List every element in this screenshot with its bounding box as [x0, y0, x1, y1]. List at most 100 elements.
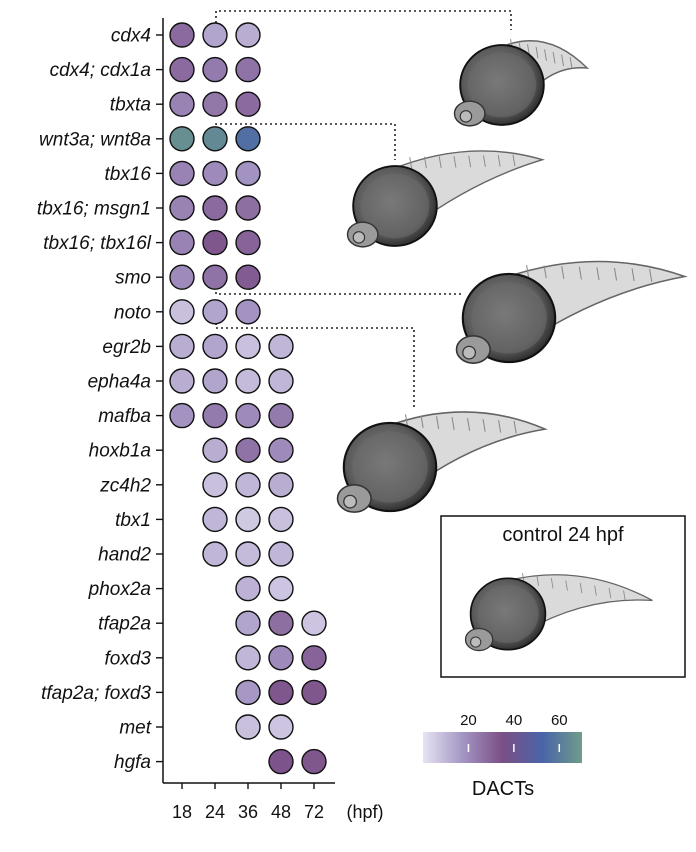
gene-label: met: [119, 718, 151, 739]
colorbar-tick-label: 20: [460, 712, 477, 729]
colorbar-gradient: [423, 732, 582, 763]
dot-hand2-36: [235, 541, 261, 567]
embryo-image-noto: [336, 411, 548, 513]
gene-label: smo: [115, 268, 151, 289]
dot-tbx16-36: [235, 160, 261, 187]
gene-label: tbx1: [115, 510, 151, 531]
gene-label: tfap2a; foxd3: [41, 683, 151, 704]
dot-tfap2a-72: [301, 610, 327, 636]
dot-cdx4-cdx1a-24: [202, 56, 228, 83]
dot-egr2b-36: [235, 333, 261, 360]
x-tick-label: 24: [205, 802, 225, 822]
dot-mafba-18: [169, 402, 195, 429]
dot-cdx4-cdx1a-18: [169, 56, 195, 83]
dot-epha4a-18: [169, 368, 195, 394]
gene-label: hoxb1a: [89, 441, 151, 462]
dot-cdx4-cdx1a-36: [235, 56, 261, 83]
dot-noto-36: [235, 299, 261, 325]
dot-tbx16-msgn1-36: [235, 195, 261, 221]
dot-tfap2a-foxd3-36: [235, 679, 261, 706]
connector-smo: [215, 282, 462, 295]
dot-cdx4-36: [235, 22, 261, 48]
embryo-image-control: [464, 573, 653, 652]
dot-noto-24: [202, 299, 228, 325]
x-axis-unit: (hpf): [346, 802, 383, 822]
dot-hoxb1a-24: [202, 437, 228, 463]
colorbar: 20 40 60 DACTs: [423, 712, 582, 800]
dot-mafba-36: [235, 402, 261, 429]
gene-label: cdx4; cdx1a: [50, 60, 151, 81]
dot-cdx4-24: [202, 22, 228, 48]
x-axis-labels: 18 24 36 48 72: [172, 783, 324, 822]
dot-smo-24: [202, 264, 228, 290]
dot-tbxta-36: [235, 91, 261, 117]
dot-cdx4-18: [169, 22, 195, 48]
dot-hand2-24: [202, 541, 228, 567]
dot-epha4a-36: [235, 368, 261, 394]
dot-foxd3-72: [301, 645, 327, 671]
colorbar-ticks: 20 40 60: [460, 712, 568, 752]
embryo-images: [336, 39, 688, 652]
dot-wnt3a-wnt8a-24: [202, 126, 228, 152]
dot-mafba-48: [268, 402, 294, 429]
dot-hgfa-48: [268, 748, 294, 775]
dot-tfap2a-foxd3-72: [301, 679, 327, 706]
dot-smo-18: [169, 264, 195, 290]
dot-foxd3-48: [268, 645, 294, 671]
gene-label: noto: [114, 302, 151, 323]
dot-tbx16-tbx16l-36: [235, 229, 261, 256]
dot-tfap2a-foxd3-48: [268, 679, 294, 706]
embryo-image-wnt3a: [346, 150, 545, 248]
dot-phox2a-48: [268, 575, 294, 602]
gene-label: epha4a: [88, 372, 151, 393]
gene-label: zc4h2: [99, 475, 151, 496]
dot-zc4h2-48: [268, 472, 294, 498]
connector-cdx4: [215, 10, 512, 30]
gene-label: tbxta: [110, 95, 151, 116]
axes: [162, 18, 335, 784]
dot-tbxta-24: [202, 91, 228, 117]
dot-tbx16-18: [169, 160, 195, 187]
gene-label: egr2b: [102, 337, 151, 358]
x-tick-label: 72: [304, 802, 324, 822]
gene-label: phox2a: [88, 579, 151, 600]
dot-tbx1-24: [202, 506, 228, 533]
dot-foxd3-36: [235, 645, 261, 671]
dot-zc4h2-36: [235, 472, 261, 498]
gene-label: tbx16; tbx16l: [43, 233, 152, 254]
dot-epha4a-48: [268, 368, 294, 394]
gene-label: tfap2a: [98, 614, 151, 635]
gene-label: foxd3: [105, 648, 152, 669]
gene-label: tbx16: [105, 164, 152, 185]
gene-label: hgfa: [114, 752, 151, 773]
dot-tfap2a-36: [235, 610, 261, 636]
dot-met-36: [235, 714, 261, 740]
control-label: control 24 hpf: [502, 524, 624, 546]
dot-egr2b-24: [202, 333, 228, 360]
dot-met-48: [268, 714, 294, 740]
dot-noto-18: [169, 299, 195, 325]
embryo-image-smo: [455, 260, 688, 364]
embryo-image-cdx4: [453, 39, 590, 127]
colorbar-tick-label: 60: [551, 712, 568, 729]
dot-hand2-48: [268, 541, 294, 567]
dot-tfap2a-48: [268, 610, 294, 636]
dot-tbx16-msgn1-24: [202, 195, 228, 221]
x-tick-label: 36: [238, 802, 258, 822]
x-tick-label: 48: [271, 802, 291, 822]
dot-marks: [169, 22, 327, 775]
dot-zc4h2-24: [202, 472, 228, 498]
dot-tbx1-48: [268, 506, 294, 533]
dot-hoxb1a-48: [268, 437, 294, 463]
dot-phox2a-36: [235, 575, 261, 602]
dot-tbx16-msgn1-18: [169, 195, 195, 221]
dot-mafba-24: [202, 402, 228, 429]
dot-tbx16-tbx16l-24: [202, 229, 228, 256]
dot-hgfa-72: [301, 748, 327, 775]
colorbar-tick-label: 40: [506, 712, 523, 729]
gene-label: mafba: [98, 406, 151, 427]
dot-epha4a-24: [202, 368, 228, 394]
dot-egr2b-18: [169, 333, 195, 360]
dot-wnt3a-wnt8a-18: [169, 126, 195, 152]
